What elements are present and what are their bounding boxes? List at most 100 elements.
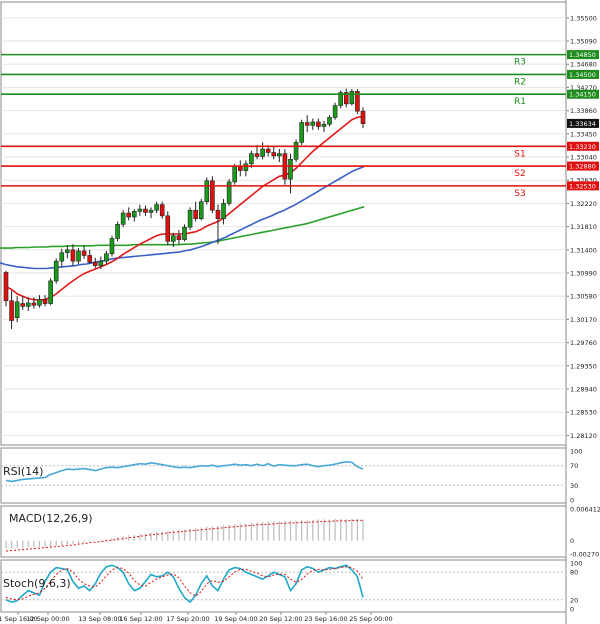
- candle-body: [215, 209, 221, 219]
- candle-body: [226, 181, 232, 204]
- time-tick-label: 17 Sep 20:00: [166, 615, 209, 623]
- candle-body: [3, 272, 9, 302]
- rsi-tick-label: 30: [570, 482, 578, 490]
- candle-body: [249, 153, 254, 165]
- time-tick-label: 25 Sep 00:00: [349, 615, 392, 623]
- time-tick-label: 12 Sep 00:00: [26, 615, 69, 623]
- candle-body: [265, 148, 271, 153]
- stoch-tick-label: 20: [570, 596, 578, 604]
- candle-body: [143, 208, 148, 213]
- level-price-box-r3: [567, 50, 599, 60]
- level-price-label-s1: 1.33230: [569, 143, 596, 151]
- level-name-s1: S1: [514, 149, 525, 159]
- level-name-r1: R1: [514, 97, 526, 107]
- candle-body: [48, 280, 53, 304]
- time-tick-label: 23 Sep 16:00: [304, 615, 347, 623]
- grid-group: [1, 17, 569, 436]
- time-tick-label: 16 Sep 12:00: [119, 615, 162, 623]
- panel-frame-rsi: [0, 447, 567, 504]
- level-name-s3: S3: [514, 189, 525, 199]
- stoch-tick-label: 80: [570, 569, 578, 577]
- stoch-tick-label: 0: [570, 606, 574, 614]
- level-name-s2: S2: [514, 169, 525, 179]
- candle-body: [20, 303, 26, 307]
- candle-body: [115, 224, 120, 239]
- candle-body: [204, 180, 210, 203]
- level-name-r3: R3: [514, 58, 526, 68]
- price-tick-label: 1.32630: [570, 177, 597, 185]
- candle-body: [171, 235, 176, 242]
- candle-body: [131, 211, 137, 218]
- level-price-box-r2: [567, 69, 599, 79]
- level-name-r2: R2: [514, 77, 526, 87]
- candle-body: [338, 92, 343, 106]
- rsi-tick-label: 0: [570, 497, 574, 505]
- price-tick-label: 1.33860: [570, 107, 597, 115]
- price-tick-label: 1.29760: [570, 339, 597, 347]
- candle-body: [271, 152, 277, 157]
- price-tick-label: 1.30170: [570, 316, 597, 324]
- level-price-label-s2: 1.32880: [569, 163, 596, 171]
- candles-group: [3, 88, 366, 330]
- price-tick-label: 1.28120: [570, 432, 597, 440]
- macd-histogram: [5, 518, 364, 549]
- macd-tick-label: -0.002701: [570, 551, 600, 559]
- candle-body: [165, 215, 171, 242]
- candle-body: [87, 255, 92, 263]
- price-tick-label: 1.35090: [570, 38, 597, 46]
- candle-body: [193, 209, 198, 219]
- candle-body: [210, 180, 215, 211]
- ma-green-line: [0, 206, 365, 249]
- level-price-box-s2: [567, 161, 599, 171]
- level-price-box-r1: [567, 89, 599, 99]
- candle-body: [159, 204, 165, 217]
- panel-frame-main: [0, 1, 567, 446]
- price-tick-label: 1.28530: [570, 409, 597, 417]
- price-tick-label: 1.33040: [570, 154, 597, 162]
- candle-body: [243, 163, 249, 171]
- candle-body: [59, 252, 65, 262]
- candle-body: [299, 122, 304, 143]
- candle-body: [310, 121, 316, 126]
- level-price-box-s3: [567, 181, 599, 191]
- candle-body: [37, 299, 42, 306]
- rsi-tick-label: 100: [570, 448, 582, 456]
- candle-body: [198, 201, 204, 219]
- candle-body: [343, 92, 349, 105]
- price-tick-label: 1.33450: [570, 130, 597, 138]
- level-price-label-r3: 1.34850: [569, 51, 596, 59]
- level-price-label-r1: 1.34150: [569, 91, 596, 99]
- candle-body: [126, 212, 132, 218]
- ma-blue-line: [0, 165, 365, 270]
- price-tick-label: 1.31810: [570, 223, 597, 231]
- candle-body: [53, 260, 59, 282]
- candle-body: [9, 300, 14, 321]
- candle-body: [304, 122, 310, 126]
- time-tick-label: 13 Sep 08:00: [78, 615, 121, 623]
- rsi-line: [5, 460, 364, 483]
- candle-body: [154, 204, 159, 211]
- candle-body: [148, 209, 154, 213]
- candle-body: [65, 249, 70, 253]
- candle-body: [109, 238, 115, 255]
- candle-body: [327, 117, 332, 125]
- candle-body: [14, 301, 20, 319]
- macd-tick-label: 0: [570, 537, 574, 545]
- current-price-box: [567, 118, 599, 128]
- candle-body: [332, 105, 338, 118]
- candle-body: [360, 110, 366, 124]
- time-tick-label: 19 Sep 04:00: [214, 615, 257, 623]
- time-tick-label: 20 Sep 12:00: [259, 615, 302, 623]
- rsi-label: RSI(14): [3, 465, 43, 478]
- price-tick-label: 1.30990: [570, 270, 597, 278]
- candle-body: [26, 302, 31, 307]
- stoch-tick-label: 100: [570, 560, 582, 568]
- price-tick-label: 1.34270: [570, 84, 597, 92]
- time-tick-label: 1 Sep 16:00: [0, 615, 38, 623]
- candle-body: [232, 165, 238, 183]
- price-tick-label: 1.32220: [570, 200, 597, 208]
- candle-body: [187, 209, 193, 228]
- level-price-label-r2: 1.34500: [569, 71, 596, 79]
